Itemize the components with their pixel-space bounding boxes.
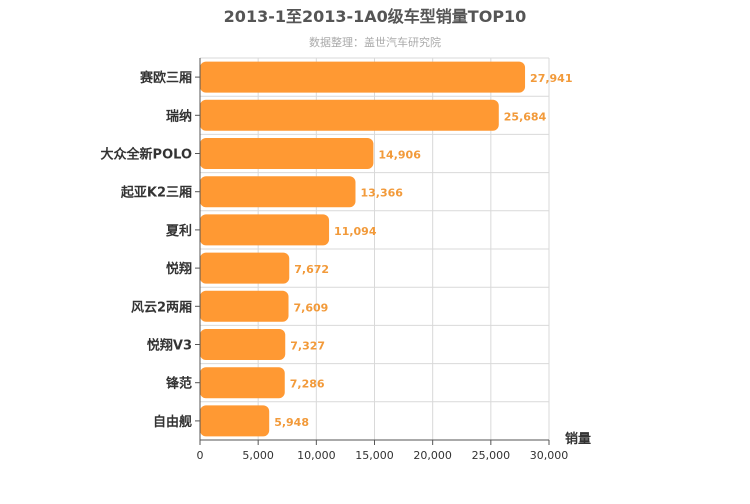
bar bbox=[200, 99, 499, 131]
bar bbox=[200, 252, 290, 284]
bar bbox=[200, 176, 356, 208]
bar bbox=[200, 138, 374, 169]
value-label: 13,366 bbox=[360, 187, 403, 200]
category-label: 瑞纳 bbox=[166, 108, 192, 124]
x-tick-label: 15,000 bbox=[355, 449, 394, 462]
x-tick-label: 0 bbox=[197, 449, 204, 462]
x-axis-title: 销量 bbox=[565, 431, 591, 447]
value-label: 27,941 bbox=[530, 72, 572, 85]
category-label: 起亚K2三厢 bbox=[120, 185, 192, 201]
axes bbox=[195, 58, 550, 445]
chart-subtitle: 数据整理：盖世汽车研究院 bbox=[309, 35, 441, 49]
value-labels: 27,941 25,684 14,906 13,366 11,094 7,672 7,609… bbox=[274, 72, 572, 429]
value-label: 7,672 bbox=[294, 263, 329, 276]
x-tick-label: 20,000 bbox=[413, 449, 452, 462]
category-label: 风云2两厢 bbox=[131, 300, 192, 315]
category-label: 赛欧三厢 bbox=[139, 70, 192, 86]
bars bbox=[200, 61, 526, 437]
x-tick-label: 5,000 bbox=[242, 449, 274, 462]
value-label: 11,094 bbox=[334, 225, 377, 238]
chart-title: 2013-1至2013-1A0级车型销量TOP10 bbox=[224, 7, 527, 26]
x-tick-label: 10,000 bbox=[297, 449, 336, 462]
value-label: 7,327 bbox=[290, 340, 325, 353]
bar bbox=[200, 367, 285, 399]
category-label: 自由舰 bbox=[153, 414, 192, 430]
value-label: 14,906 bbox=[378, 149, 421, 162]
value-label: 7,286 bbox=[290, 378, 325, 391]
bar bbox=[200, 214, 330, 246]
bar bbox=[200, 405, 270, 437]
x-tick-label: 30,000 bbox=[530, 449, 569, 462]
category-label: 夏利 bbox=[165, 223, 192, 239]
category-label: 锋范 bbox=[166, 376, 192, 392]
bar bbox=[200, 61, 526, 93]
bar bbox=[200, 329, 286, 360]
value-label: 5,948 bbox=[274, 416, 309, 429]
category-label: 大众全新POLO bbox=[101, 147, 192, 163]
category-label: 悦翔 bbox=[166, 261, 192, 277]
x-tick-label: 25,000 bbox=[472, 449, 511, 462]
value-label: 7,609 bbox=[294, 301, 329, 314]
value-label: 25,684 bbox=[504, 110, 547, 123]
x-tick-labels: 0 5,000 10,000 15,000 20,000 25,000 30,000 bbox=[197, 449, 569, 462]
bar bbox=[200, 290, 289, 322]
category-label: 悦翔V3 bbox=[147, 338, 192, 354]
